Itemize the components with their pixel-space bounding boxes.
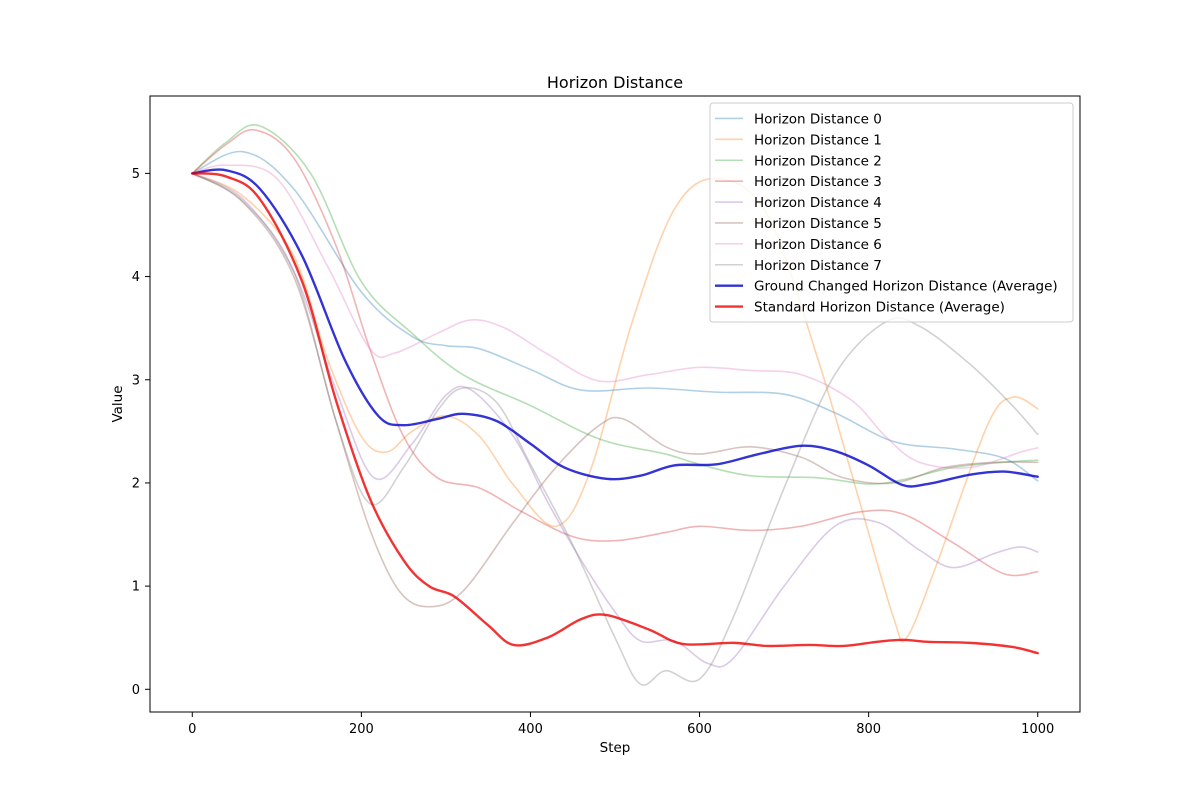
legend-entry-1: Horizon Distance 1: [754, 132, 882, 148]
legend-entry-3: Horizon Distance 3: [754, 174, 882, 190]
y-tick-label: 4: [132, 270, 140, 285]
series-line-5: [191, 172, 1039, 608]
series-line-2: [191, 124, 1039, 485]
x-tick-label: 800: [856, 722, 881, 737]
y-tick-label: 3: [132, 373, 140, 388]
series-layer: [191, 124, 1039, 686]
y-tick-label: 2: [132, 476, 140, 491]
chart-title: Horizon Distance: [547, 73, 683, 92]
y-tick-label: 0: [132, 683, 140, 698]
legend-entry-5: Horizon Distance 5: [754, 216, 882, 232]
series-line-9: [191, 172, 1039, 655]
legend-entry-9: Standard Horizon Distance (Average): [754, 300, 1005, 316]
series-line-3: [191, 128, 1039, 577]
x-tick-label: 400: [518, 722, 543, 737]
x-axis: 0 200 400 600 800 1000: [188, 712, 1054, 737]
x-tick-label: 600: [687, 722, 712, 737]
legend-entry-4: Horizon Distance 4: [754, 195, 882, 211]
legend-entry-0: Horizon Distance 0: [754, 111, 882, 127]
series-line-1: [191, 172, 1039, 643]
y-tick-label: 1: [132, 580, 140, 595]
y-tick-label: 5: [132, 167, 140, 182]
y-axis-label: Value: [110, 385, 126, 422]
legend-entry-7: Horizon Distance 7: [754, 258, 882, 274]
x-tick-label: 0: [188, 722, 196, 737]
series-line-6: [191, 164, 1039, 469]
y-axis: 0 1 2 3 4 5: [132, 167, 150, 698]
legend-entry-8: Ground Changed Horizon Distance (Average…: [754, 279, 1058, 295]
legend: Horizon Distance 0 Horizon Distance 1 Hori…: [709, 102, 1074, 323]
legend-box: [709, 102, 1074, 323]
legend-entry-6: Horizon Distance 6: [754, 237, 882, 253]
x-tick-label: 1000: [1021, 722, 1054, 737]
plot-frame: [149, 95, 1081, 713]
x-axis-label: Step: [600, 740, 631, 756]
series-line-4: [191, 172, 1039, 668]
x-tick-label: 200: [349, 722, 374, 737]
legend-entry-2: Horizon Distance 2: [754, 153, 882, 169]
series-line-8: [191, 168, 1039, 488]
series-line-0: [191, 150, 1039, 482]
